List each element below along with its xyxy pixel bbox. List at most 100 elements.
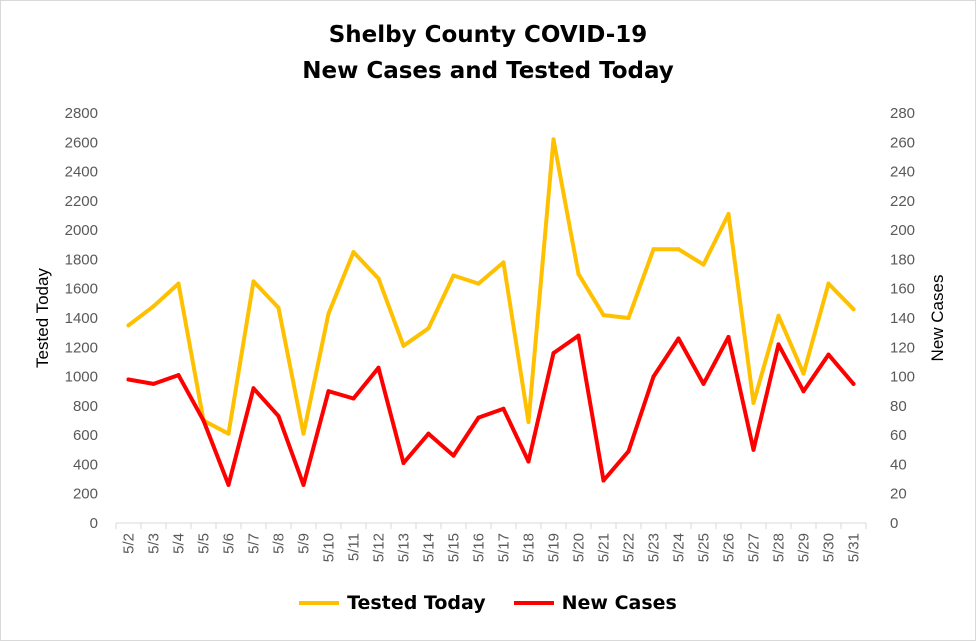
x-tick-label: 5/22	[621, 533, 638, 562]
data-point-new-cases	[326, 389, 331, 394]
data-point-new-cases	[276, 414, 281, 419]
y-axis-label: Tested Today	[33, 268, 52, 368]
legend-swatch-cases	[513, 601, 554, 605]
data-point-new-cases	[751, 447, 756, 452]
y2-tick-label: 100	[890, 369, 915, 386]
data-point-tested-today	[776, 313, 781, 318]
x-tick-label: 5/9	[296, 533, 313, 554]
x-tick-label: 5/28	[771, 533, 788, 562]
y-tick-label: 1800	[65, 251, 98, 268]
y-tick-label: 2600	[65, 134, 98, 151]
y2-tick-label: 40	[890, 456, 907, 473]
data-point-new-cases	[151, 381, 156, 386]
data-point-new-cases	[351, 396, 356, 401]
data-point-new-cases	[476, 415, 481, 420]
legend-item-tested: Tested Today	[299, 592, 486, 614]
y2-axis-label: New Cases	[928, 275, 947, 362]
data-point-tested-today	[551, 137, 556, 142]
x-tick-label: 5/10	[321, 533, 338, 562]
legend-swatch-tested	[299, 601, 340, 605]
x-axis-ticks: 5/2 5/3 5/4 5/5 5/6 5/7 5/8 5/9 5/10 5/11 5/12 5/13…	[115, 523, 867, 562]
x-tick-label: 5/20	[571, 533, 588, 562]
x-tick-label: 5/19	[546, 533, 563, 562]
data-point-tested-today	[701, 262, 706, 267]
y-tick-label: 0	[90, 515, 98, 532]
data-point-new-cases	[676, 336, 681, 341]
data-point-tested-today	[501, 260, 506, 265]
data-point-tested-today	[601, 313, 606, 318]
legend-item-cases: New Cases	[513, 592, 677, 614]
data-point-new-cases	[376, 365, 381, 370]
data-point-new-cases	[251, 386, 256, 391]
x-tick-label: 5/7	[246, 533, 263, 554]
x-tick-label: 5/16	[471, 533, 488, 562]
y2-tick-label: 140	[890, 310, 915, 327]
data-point-new-cases	[726, 335, 731, 340]
data-point-tested-today	[626, 316, 631, 320]
x-tick-label: 5/23	[646, 533, 663, 562]
data-point-new-cases	[851, 381, 856, 386]
data-point-tested-today	[751, 400, 756, 405]
data-point-new-cases	[526, 459, 531, 464]
data-point-new-cases	[401, 460, 406, 465]
y2-tick-label: 220	[890, 193, 915, 210]
data-point-tested-today	[126, 323, 131, 328]
data-point-new-cases	[451, 453, 456, 458]
x-tick-label: 5/31	[846, 533, 863, 562]
data-point-tested-today	[526, 419, 531, 424]
data-point-tested-today	[351, 250, 356, 255]
y-tick-label: 400	[73, 456, 98, 473]
y-tick-label: 600	[73, 427, 98, 444]
y-tick-label: 2200	[65, 193, 98, 210]
x-tick-label: 5/26	[721, 533, 738, 562]
series-layer	[126, 137, 856, 487]
data-point-tested-today	[301, 431, 306, 436]
data-point-new-cases	[126, 377, 131, 382]
x-tick-label: 5/14	[421, 533, 438, 562]
data-point-new-cases	[201, 418, 206, 423]
x-tick-label: 5/27	[746, 533, 763, 562]
data-point-new-cases	[176, 373, 181, 378]
data-point-new-cases	[626, 449, 631, 454]
x-tick-label: 5/15	[446, 533, 463, 562]
y2-tick-label: 0	[890, 515, 898, 532]
data-point-tested-today	[251, 279, 256, 284]
data-point-new-cases	[426, 431, 431, 436]
data-point-tested-today	[726, 212, 731, 217]
x-tick-label: 5/11	[346, 533, 363, 561]
data-point-tested-today	[651, 247, 656, 252]
data-point-tested-today	[801, 371, 806, 376]
y2-tick-label: 80	[890, 398, 907, 415]
x-tick-label: 5/6	[221, 533, 238, 554]
data-point-new-cases	[701, 381, 706, 386]
data-point-tested-today	[376, 276, 381, 281]
y2-tick-label: 260	[890, 134, 915, 151]
x-tick-label: 5/12	[371, 533, 388, 562]
data-point-new-cases	[801, 389, 806, 394]
x-tick-label: 5/17	[496, 533, 513, 562]
data-point-new-cases	[301, 482, 306, 487]
data-point-new-cases	[601, 478, 606, 483]
series-line-tested-today	[126, 137, 856, 436]
y-tick-label: 800	[73, 398, 98, 415]
data-point-tested-today	[176, 281, 181, 286]
data-point-tested-today	[276, 305, 281, 310]
y2-tick-label: 240	[890, 164, 915, 181]
series-line-new-cases	[126, 333, 856, 487]
x-tick-label: 5/2	[121, 533, 138, 554]
data-point-tested-today	[326, 311, 331, 316]
legend-label-cases: New Cases	[561, 592, 677, 614]
left-axis-ticks: 0 200 400 600 800 1000 1200 1400 1600 1800 2000 220…	[65, 105, 98, 532]
x-tick-label: 5/25	[696, 533, 713, 562]
data-point-new-cases	[501, 406, 506, 411]
right-axis-ticks: 0 20 40 60 80 100 120 140 160 180 200 220 240 260 280	[890, 105, 915, 532]
x-tick-label: 5/30	[821, 533, 838, 562]
data-point-tested-today	[426, 326, 431, 331]
y-tick-label: 2400	[65, 164, 98, 181]
y-tick-label: 1600	[65, 281, 98, 298]
x-tick-label: 5/5	[196, 533, 213, 554]
data-point-new-cases	[576, 333, 581, 338]
data-point-tested-today	[151, 304, 156, 309]
data-point-tested-today	[676, 247, 681, 252]
y2-tick-label: 60	[890, 427, 907, 444]
